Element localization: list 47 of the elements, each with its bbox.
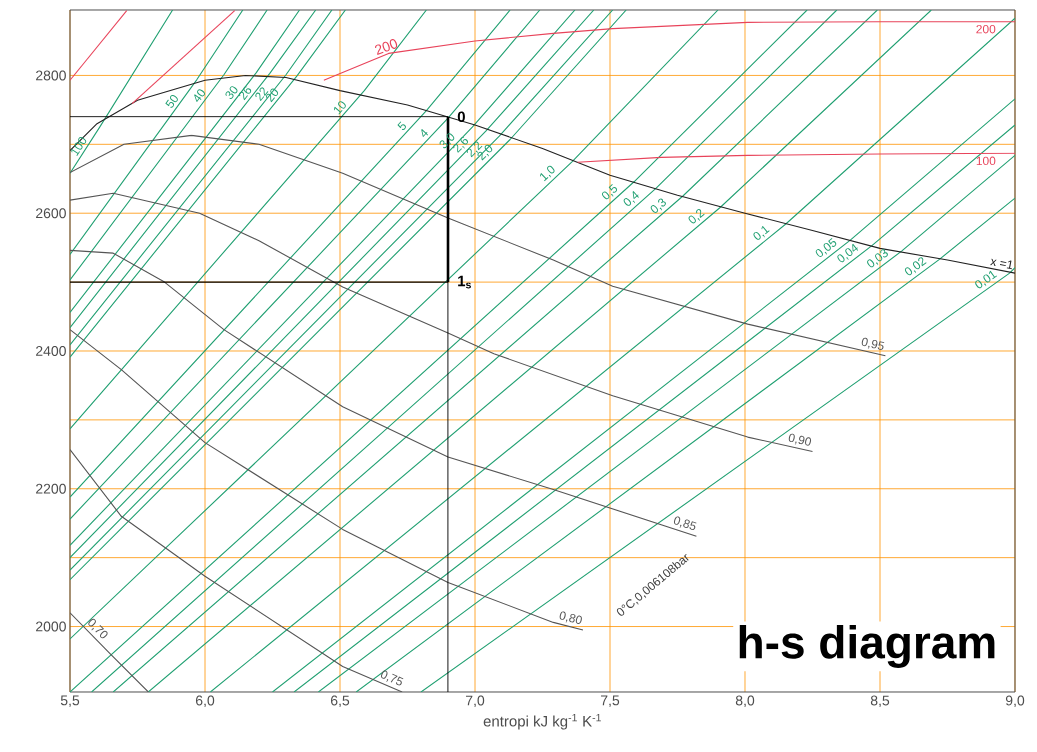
text: 40 [194,89,206,102]
x-tick-label: 8,0 [735,695,755,708]
text: 0,3 [650,198,666,213]
text: 0,2 [688,208,705,224]
text: 30 [225,86,238,99]
text: 0,90 [788,433,812,446]
text: 1,0 [540,165,555,182]
x-tick-label: 6,0 [195,695,215,708]
y-tick-label: 2400 [36,346,66,356]
text: 2,6 [453,136,469,153]
x-tick-label: 6,5 [330,695,350,708]
text: 50 [165,94,178,108]
y-tick-label: 2800 [36,70,66,81]
y-tick-label: 2000 [36,621,66,632]
text: x =1 [990,258,1013,270]
text: 0,03 [867,249,888,268]
y-tick-label: 2600 [36,208,66,219]
text: h-s diagram [739,624,995,668]
text: 0,5 [601,184,618,200]
text: 0,02 [904,257,927,276]
x-tick-label: 7,5 [600,695,620,707]
annotation: 1$_{s}$ [458,275,471,289]
text: 0,95 [861,337,885,350]
text: 5 [397,121,406,131]
text: 0,1 [753,225,770,240]
series-label: 100 [976,156,996,166]
text: 0,80 [559,611,582,624]
text: 0,75 [380,670,404,686]
annotation: 200 [374,39,398,55]
text: 26 [238,86,252,101]
text: 0,4 [623,191,639,206]
text: 0,05 [815,238,837,257]
text: 10 [334,101,346,115]
x-axis-title: entropi kJ kg$^{-1}$ K$^{-1}$ [483,713,601,730]
annotation: 0 [457,111,465,123]
y-tick-label: 2200 [36,483,66,494]
text: 100 [71,137,87,157]
x-tick-label: 9,0 [1005,695,1025,708]
x-tick-label: 7,0 [465,695,485,708]
text: 0,85 [673,516,697,531]
text: 0,01 [975,270,997,289]
x-tick-label: 8,5 [870,695,890,708]
text: 4 [421,129,429,137]
text: 3,0 [439,133,455,149]
text: 0,04 [837,243,859,263]
series-label: 200 [976,24,996,34]
x-tick-label: 5,5 [60,695,80,707]
